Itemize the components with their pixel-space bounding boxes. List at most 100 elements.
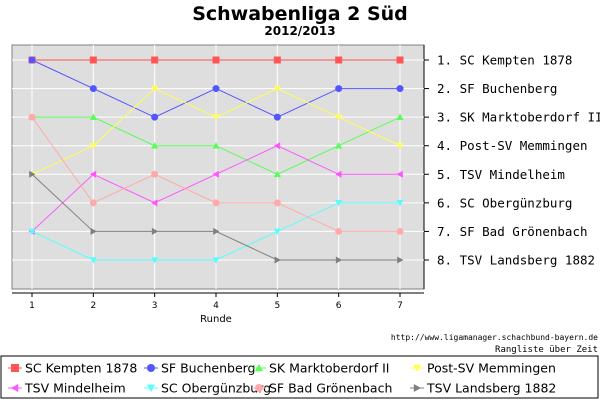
legend-label: SC Obergünzburg [161, 381, 271, 396]
x-tick-label: 3 [152, 301, 158, 311]
legend-item: SC Obergünzburg [144, 381, 271, 396]
series-point [396, 142, 404, 150]
series-point [396, 85, 404, 93]
series-point [89, 113, 97, 120]
series-point [335, 85, 343, 93]
legend-label: SF Buchenberg [161, 361, 255, 376]
series-sc-oberg-nzburg [28, 200, 404, 264]
series-point [151, 199, 158, 207]
rank-label: 3. SK Marktoberdorf II [437, 110, 600, 125]
legend-marker [413, 384, 421, 392]
series-point [151, 56, 159, 64]
rank-label: 5. TSV Mindelheim [437, 167, 565, 182]
series-point [212, 170, 219, 178]
series-point [335, 200, 343, 207]
series-point [273, 113, 281, 121]
series-point [273, 228, 281, 235]
series-point [273, 170, 281, 178]
series-point [213, 227, 220, 235]
legend-marker [11, 384, 19, 392]
series-point [28, 228, 36, 235]
series-point [212, 257, 220, 264]
legend-marker [11, 364, 19, 372]
series-point [335, 142, 343, 149]
series-point [273, 142, 281, 150]
rank-label: 4. Post-SV Memmingen [437, 138, 588, 153]
series-sf-buchenberg [28, 56, 404, 121]
legend-marker [413, 364, 421, 372]
series-point [90, 227, 97, 235]
ranking-labels: 1. SC Kempten 1878 2. SF Buchenberg 3. SK … [424, 53, 600, 268]
legend: SC Kempten 1878 SF Buchenberg SK Marktober… [8, 361, 556, 396]
legend-item: TSV Mindelheim [8, 381, 126, 396]
legend-label: TSV Landsberg 1882 [426, 381, 556, 396]
series-sc-kempten-1878 [28, 56, 404, 64]
legend-item: SF Bad Grönenbach [252, 381, 392, 396]
credit-url: http://www.ligamanager.schachbund-bayern… [391, 333, 598, 342]
legend-item: SC Kempten 1878 [8, 361, 137, 376]
legend-marker [255, 384, 263, 392]
x-axis: 1 2 3 4 5 6 7 [12, 292, 424, 311]
legend-box [0, 355, 599, 399]
plot-area [11, 44, 425, 290]
series-point [151, 257, 159, 264]
series-point [151, 142, 159, 149]
series-point [335, 227, 343, 235]
series-point [89, 170, 97, 178]
series-point [396, 227, 404, 235]
series-point [29, 170, 36, 178]
series-point [151, 85, 159, 93]
rank-label: 2. SF Buchenberg [437, 81, 557, 96]
series-point [335, 114, 343, 121]
series-point [396, 113, 404, 120]
series-point [396, 200, 404, 207]
series-point [28, 56, 36, 64]
credit-caption: Rangliste über Zeit [495, 345, 598, 355]
series-tsv-landsberg-1882 [29, 170, 404, 264]
x-tick-label: 2 [90, 301, 96, 311]
series-point [28, 113, 36, 121]
chart-subtitle: 2012/2013 [264, 24, 335, 38]
legend-item: SK Marktoberdorf II [252, 361, 390, 376]
series-point [396, 56, 404, 64]
series-point [151, 227, 159, 235]
series-point [212, 114, 220, 121]
series-point [89, 142, 97, 150]
series-point [89, 56, 97, 64]
legend-marker [255, 364, 263, 372]
legend-item: TSV Landsberg 1882 [410, 381, 556, 396]
series-point [212, 142, 220, 149]
legend-marker [147, 364, 155, 372]
series-point [212, 199, 220, 207]
series-point [396, 170, 403, 178]
rank-label: 6. SC Obergünzburg [437, 195, 572, 210]
x-tick-label: 5 [274, 301, 280, 311]
series-point [397, 256, 404, 264]
legend-label: SK Marktoberdorf II [269, 361, 390, 376]
series-point [273, 56, 281, 64]
series-point [273, 199, 281, 207]
series-layer [28, 56, 404, 264]
chart-title: Schwabenliga 2 Süd [192, 3, 408, 25]
rank-label: 8. TSV Landsberg 1882 [437, 253, 595, 268]
series-point [212, 56, 220, 64]
series-point [274, 256, 281, 264]
series-point [151, 170, 159, 178]
series-point [151, 113, 159, 121]
legend-marker [147, 384, 155, 392]
series-point [212, 85, 220, 93]
legend-label: SC Kempten 1878 [25, 361, 137, 376]
series-point [89, 199, 97, 207]
rank-label: 7. SF Bad Grönenbach [437, 224, 588, 239]
series-point [335, 56, 343, 64]
x-axis-label: Runde [200, 314, 232, 325]
series-point [89, 85, 97, 93]
series-point [273, 85, 281, 93]
series-point [335, 256, 343, 264]
rank-label: 1. SC Kempten 1878 [437, 53, 572, 68]
x-tick-label: 4 [213, 301, 219, 311]
legend-label: Post-SV Memmingen [427, 361, 556, 376]
x-tick-label: 1 [29, 301, 35, 311]
x-tick-label: 6 [336, 301, 342, 311]
